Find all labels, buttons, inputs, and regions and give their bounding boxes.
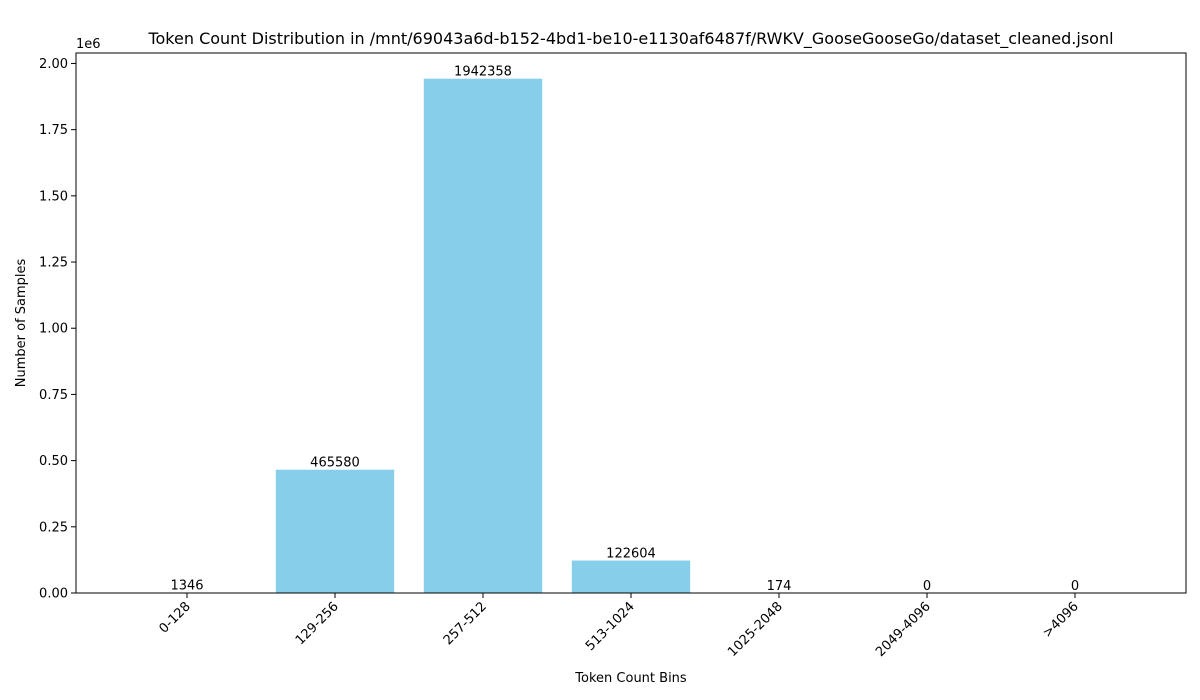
bar-value-label: 1346 bbox=[170, 579, 203, 594]
bar-value-label: 465580 bbox=[310, 456, 360, 471]
bar bbox=[423, 78, 543, 594]
x-tick-label: 0-128 bbox=[157, 599, 194, 636]
y-tick-label: 1.75 bbox=[39, 123, 68, 138]
y-tick-label: 1.00 bbox=[39, 322, 68, 337]
x-axis-label: Token Count Bins bbox=[574, 671, 687, 686]
plot-layer: 1346 0-128 465580 129-256 1942358 257-512 1226… bbox=[39, 52, 1187, 660]
x-tick-label: >4096 bbox=[1040, 599, 1082, 641]
bar-value-label: 122604 bbox=[606, 547, 656, 562]
bar bbox=[275, 469, 395, 593]
y-tick-label: 1.50 bbox=[39, 189, 68, 204]
x-tick-label: 513-1024 bbox=[583, 599, 638, 654]
y-axis-label: Number of Samples bbox=[14, 259, 29, 388]
y-tick-label: 0.25 bbox=[39, 520, 68, 535]
x-tick-label: 2049-4096 bbox=[873, 599, 934, 660]
bar-value-label: 1942358 bbox=[454, 65, 512, 80]
bar-value-label: 174 bbox=[767, 579, 792, 594]
x-tick-label: 257-512 bbox=[441, 599, 490, 648]
y-tick-label: 2.00 bbox=[39, 57, 68, 72]
y-axis-offset-label: 1e6 bbox=[76, 37, 101, 52]
bar bbox=[571, 560, 691, 593]
bar-value-label: 0 bbox=[1071, 579, 1079, 594]
x-tick-label: 1025-2048 bbox=[725, 599, 786, 660]
bar-value-label: 0 bbox=[923, 579, 931, 594]
y-tick-label: 1.25 bbox=[39, 256, 68, 271]
y-tick-label: 0.75 bbox=[39, 388, 68, 403]
y-tick-label: 0.50 bbox=[39, 454, 68, 469]
x-tick-label: 129-256 bbox=[293, 599, 342, 648]
y-tick-label: 0.00 bbox=[39, 587, 68, 602]
plot-frame bbox=[75, 52, 1187, 594]
chart-title: Token Count Distribution in /mnt/69043a6… bbox=[147, 29, 1113, 49]
